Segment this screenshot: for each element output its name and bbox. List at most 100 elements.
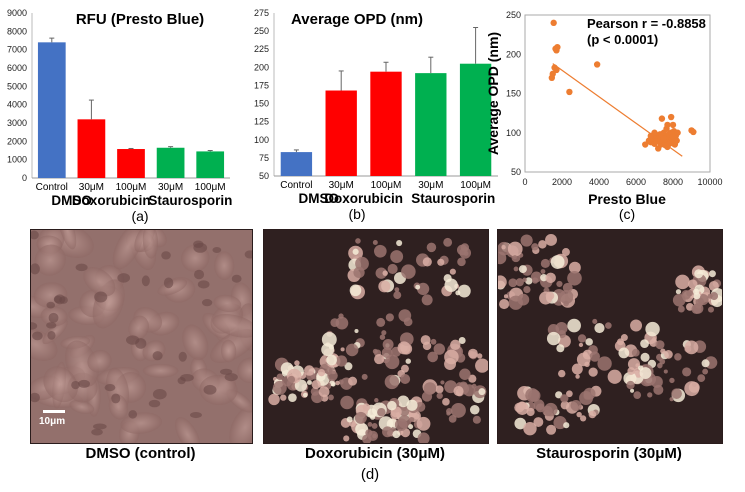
y-tick-label: 6000 <box>7 63 27 73</box>
cell-cluster <box>546 331 561 346</box>
cell-cluster <box>655 340 665 350</box>
cell-cluster <box>405 358 411 364</box>
micrograph-staurosporin <box>497 229 723 444</box>
chart-scatter-correlation: 50 100 150 200 250 0 2000 4000 6000 8000 10000 Pear… <box>485 10 723 222</box>
cell-cluster <box>400 364 409 373</box>
cell-cluster <box>515 278 524 287</box>
cell-cluster <box>382 338 394 350</box>
nucleus <box>152 351 163 361</box>
cell <box>237 357 252 384</box>
nucleus <box>31 322 38 330</box>
cell <box>220 339 237 363</box>
cell-cluster <box>476 353 483 359</box>
nucleus <box>75 263 88 272</box>
cell-cluster <box>384 354 400 370</box>
cell-cluster <box>422 257 432 267</box>
x-tick-label: 0 <box>522 177 527 187</box>
cell-cluster <box>310 387 320 396</box>
nucleus <box>231 274 242 283</box>
cell-cluster <box>455 290 461 296</box>
cell-cluster <box>379 334 386 340</box>
cell-cluster <box>367 422 373 427</box>
y-tick-label: 3000 <box>7 118 27 128</box>
cell-cluster <box>436 392 443 399</box>
micrograph-doxorubicin <box>263 229 489 444</box>
bar <box>415 73 447 176</box>
cell-cluster <box>563 422 570 429</box>
cell <box>69 399 95 414</box>
y-tick-label: 5000 <box>7 81 27 91</box>
y-tick-label: 100 <box>254 135 269 145</box>
cell-cluster <box>674 353 682 361</box>
category-label: 30μM <box>418 180 443 191</box>
cell-cluster <box>328 394 334 401</box>
p-value-annotation: (p < 0.0001) <box>587 32 658 47</box>
cell <box>43 366 78 403</box>
nucleus <box>201 299 213 307</box>
cell-cluster <box>533 417 544 427</box>
cell-cluster <box>580 415 587 422</box>
cell-cluster <box>430 338 437 345</box>
scatter-point <box>669 121 677 129</box>
cell-cluster <box>626 380 635 390</box>
cell <box>182 324 209 361</box>
y-tick-label: 250 <box>254 26 269 36</box>
cell-cluster <box>532 277 539 284</box>
cell-cluster <box>446 411 451 416</box>
cell-cluster <box>544 402 558 417</box>
cell-cluster <box>710 292 719 301</box>
cell <box>199 374 238 406</box>
cell-cluster <box>420 335 431 345</box>
cell-cluster <box>578 342 584 348</box>
group-label: DMSO <box>299 191 340 206</box>
cell-cluster <box>560 400 570 410</box>
cell-cluster <box>507 241 523 257</box>
cell-cluster <box>522 277 527 283</box>
cell-cluster <box>457 257 466 267</box>
cell-cluster <box>317 368 326 377</box>
nucleus <box>48 312 59 323</box>
cell-cluster <box>384 374 400 390</box>
cell-cluster <box>442 398 450 406</box>
cell-cluster <box>440 380 445 385</box>
cell-cluster <box>694 269 704 279</box>
bar <box>459 63 492 176</box>
cell-cluster <box>433 343 446 355</box>
cell-cluster <box>566 390 573 398</box>
cell-cluster <box>708 270 716 278</box>
cell-cluster <box>528 389 541 402</box>
cell-cluster <box>345 343 359 357</box>
cell-cluster <box>561 248 570 257</box>
cell-cluster <box>344 362 353 371</box>
cell-cluster <box>585 338 593 346</box>
cell-cluster <box>631 348 640 357</box>
cell-cluster <box>499 299 510 310</box>
category-label: 100μM <box>460 180 491 191</box>
bar <box>117 149 145 178</box>
bar <box>156 147 185 178</box>
cell-cluster <box>352 248 359 255</box>
cell-cluster <box>503 294 509 299</box>
cell-cluster <box>498 275 507 289</box>
y-tick-label: 150 <box>254 99 269 109</box>
cell-cluster <box>607 369 622 384</box>
cell-cluster <box>639 367 652 380</box>
category-label: 30μM <box>158 182 183 193</box>
cell-cluster <box>397 341 411 355</box>
cell-cluster <box>371 422 378 429</box>
cell-cluster <box>354 329 359 334</box>
scatter-point <box>666 140 673 147</box>
cell <box>213 294 242 312</box>
y-axis-label: Average OPD (nm) <box>485 32 501 155</box>
cell-cluster <box>387 400 397 411</box>
cell-cluster <box>508 295 523 310</box>
cell-cluster <box>381 330 387 336</box>
cell-cluster <box>630 319 643 332</box>
nucleus <box>91 428 103 436</box>
cell-cluster <box>684 381 700 397</box>
nucleus <box>31 263 40 275</box>
scatter-point <box>593 61 601 68</box>
cell-cluster <box>459 368 471 380</box>
cell-cluster <box>287 375 296 384</box>
cell-cluster <box>304 365 315 376</box>
